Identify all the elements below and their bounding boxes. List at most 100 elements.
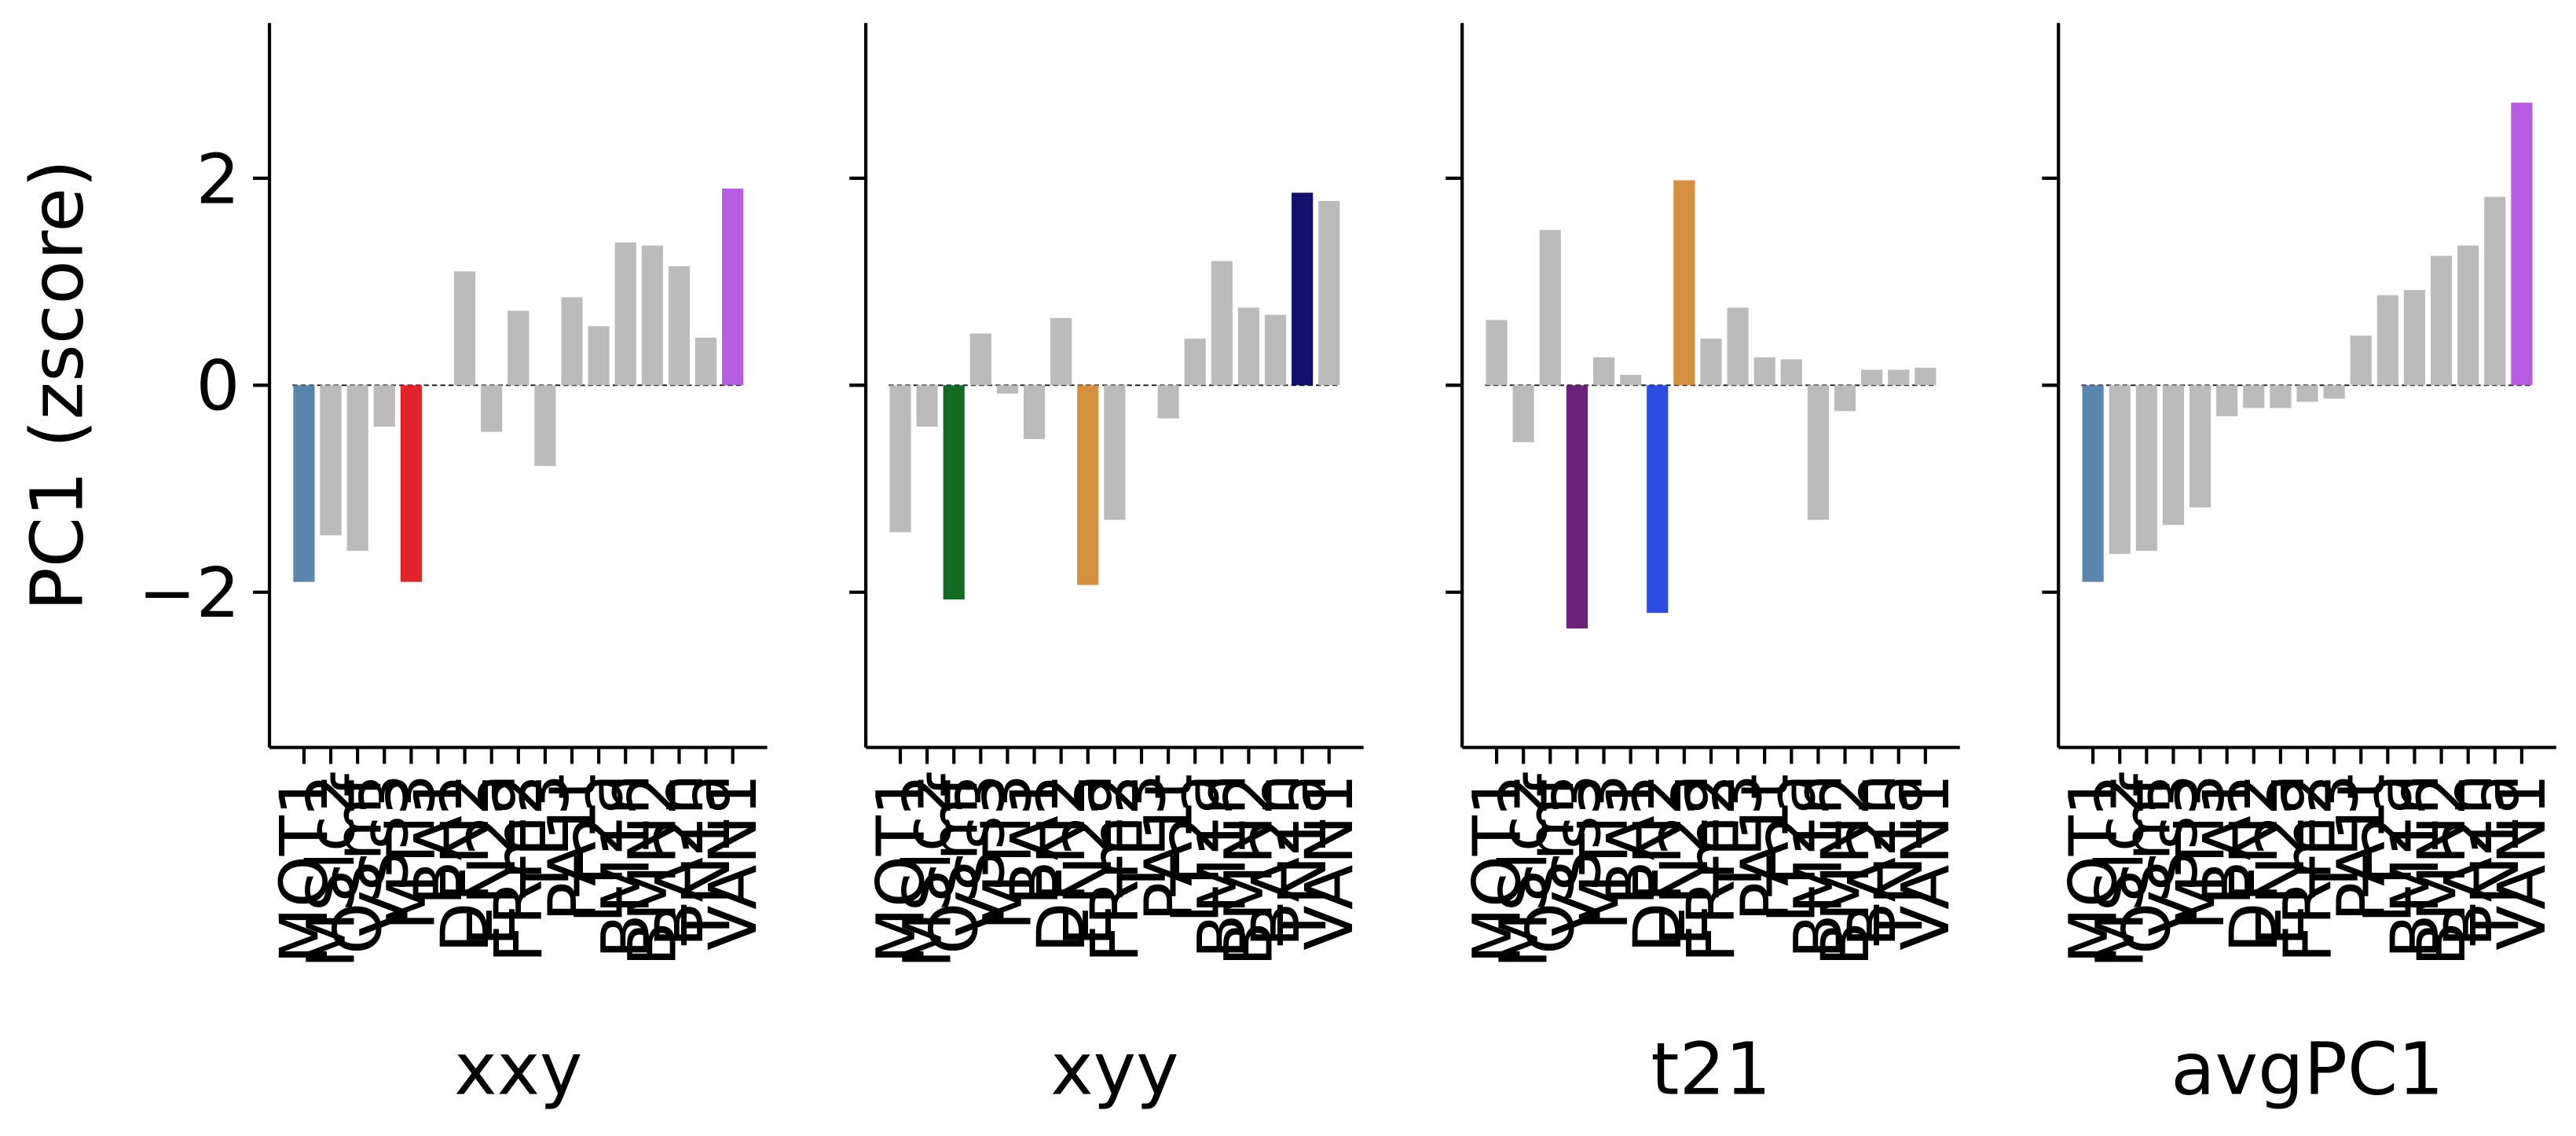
bar xyxy=(2403,290,2426,386)
bar xyxy=(1264,314,1287,386)
x-tick-label: MOT1 xyxy=(266,774,343,964)
bar xyxy=(2162,385,2185,526)
x-tick-label: TE3 xyxy=(1699,774,1776,898)
bar xyxy=(641,245,663,386)
x-tick-label: MTl3 xyxy=(969,774,1046,931)
x-tick-label: FRm2 xyxy=(2269,774,2346,963)
x-axis-label: avgPC1 xyxy=(2171,1028,2443,1112)
x-tick-label: BM1n xyxy=(2376,774,2453,959)
bar xyxy=(481,385,503,432)
x-tick-label: BMN2 xyxy=(1211,774,1288,966)
x-tick-label: VSs3 xyxy=(1539,774,1616,936)
bar xyxy=(722,189,744,386)
bar xyxy=(2323,385,2345,399)
x-tick-label: BM1n xyxy=(1780,774,1857,959)
y-axis-label: PC1 (zscore) xyxy=(16,159,100,611)
x-tick-label: TN1a xyxy=(1860,774,1937,946)
x-tick-label: MSlc2 xyxy=(1485,774,1562,969)
bar xyxy=(1077,385,1099,585)
x-tick-label: TE3 xyxy=(1103,774,1180,898)
bar xyxy=(1620,375,1642,386)
bar xyxy=(1753,357,1775,386)
x-tick-label: FRm2 xyxy=(480,774,557,963)
bar xyxy=(508,310,529,386)
bar xyxy=(588,326,610,386)
bar xyxy=(1050,317,1072,386)
bar xyxy=(400,385,422,582)
bar xyxy=(2350,335,2372,386)
bar xyxy=(1318,200,1340,386)
x-tick-label: FRm2 xyxy=(1076,774,1153,963)
x-tick-label: VSs3 xyxy=(346,774,423,936)
bar xyxy=(1673,180,1695,386)
bar xyxy=(2243,385,2265,409)
x-tick-label: LT2a xyxy=(1156,774,1233,924)
x-tick-label: BM1n xyxy=(588,774,665,959)
x-tick-label: BA2n xyxy=(641,774,718,947)
bar xyxy=(1888,369,1910,386)
bar xyxy=(668,266,691,386)
x-tick-label: MOT1 xyxy=(2054,774,2131,964)
x-tick-label: TE3 xyxy=(507,774,584,898)
x-tick-label: TN1a xyxy=(1264,774,1341,946)
x-tick-label: VSs3 xyxy=(943,774,1020,936)
x-tick-label: PA1t xyxy=(533,774,610,922)
x-tick-label: MSlc2 xyxy=(2082,774,2159,969)
x-tick-label: BMN2 xyxy=(614,774,691,966)
bar xyxy=(2216,385,2238,416)
x-tick-label: BA2n xyxy=(1237,774,1314,947)
x-tick-label: EN2a xyxy=(453,774,530,947)
bar xyxy=(1211,261,1233,386)
x-tick-label: VAN1 xyxy=(694,774,771,951)
x-tick-label: LT2a xyxy=(1753,774,1830,924)
y-tick-label: 2 xyxy=(196,138,240,219)
bar xyxy=(561,297,583,386)
x-tick-label: BA1 xyxy=(400,774,477,906)
x-tick-label: TN1a xyxy=(668,774,745,946)
x-tick-label: BA1 xyxy=(1592,774,1669,906)
x-tick-label: EN2a xyxy=(1050,774,1127,947)
x-axis-label: t21 xyxy=(1651,1028,1771,1112)
bar xyxy=(889,385,911,533)
bar xyxy=(346,385,368,552)
y-tick-label: −2 xyxy=(138,552,240,633)
x-tick-label: OSmf xyxy=(319,771,396,954)
x-tick-label: DFN2 xyxy=(427,774,504,953)
x-tick-label: MOT1 xyxy=(1458,774,1535,964)
bar xyxy=(373,385,395,427)
bar xyxy=(1486,320,1508,386)
x-tick-label: PA1t xyxy=(1726,774,1803,922)
bar xyxy=(293,385,315,582)
bar xyxy=(614,242,636,386)
bar xyxy=(1184,339,1206,386)
bar xyxy=(2376,295,2398,386)
bar xyxy=(2270,385,2292,409)
x-tick-label: OSmf xyxy=(915,771,992,954)
x-tick-label: VAN1 xyxy=(1887,774,1964,951)
x-tick-label: DFN2 xyxy=(1619,774,1696,953)
bar xyxy=(320,385,342,536)
bar xyxy=(916,385,938,427)
bar xyxy=(1292,192,1314,386)
x-tick-label: PA1t xyxy=(1130,774,1207,922)
x-tick-label: LT2a xyxy=(560,774,637,924)
x-tick-label: VAN1 xyxy=(1291,774,1368,951)
x-tick-label: VSs3 xyxy=(2135,774,2212,936)
bar xyxy=(996,385,1019,394)
x-tick-label: BMN2 xyxy=(1807,774,1884,966)
bar xyxy=(2484,196,2506,386)
bar xyxy=(1592,357,1615,386)
bar xyxy=(1700,339,1722,386)
x-tick-label: BA2n xyxy=(1834,774,1911,947)
x-tick-label: FRm2 xyxy=(1673,774,1750,963)
bar xyxy=(1512,385,1534,442)
bar xyxy=(1647,385,1669,614)
x-tick-label: EN2a xyxy=(1646,774,1723,947)
y-tick-label: 0 xyxy=(196,346,240,427)
bar xyxy=(2135,385,2157,552)
x-tick-label: BA1 xyxy=(996,774,1073,906)
x-tick-label: BA2n xyxy=(2430,774,2507,947)
x-tick-label: BMN2 xyxy=(2403,774,2480,966)
